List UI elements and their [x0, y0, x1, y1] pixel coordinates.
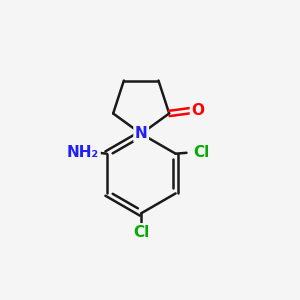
Text: Cl: Cl: [193, 145, 209, 160]
Text: NH₂: NH₂: [67, 145, 99, 160]
Text: O: O: [191, 103, 204, 118]
Text: Cl: Cl: [133, 225, 149, 240]
Text: N: N: [135, 126, 148, 141]
